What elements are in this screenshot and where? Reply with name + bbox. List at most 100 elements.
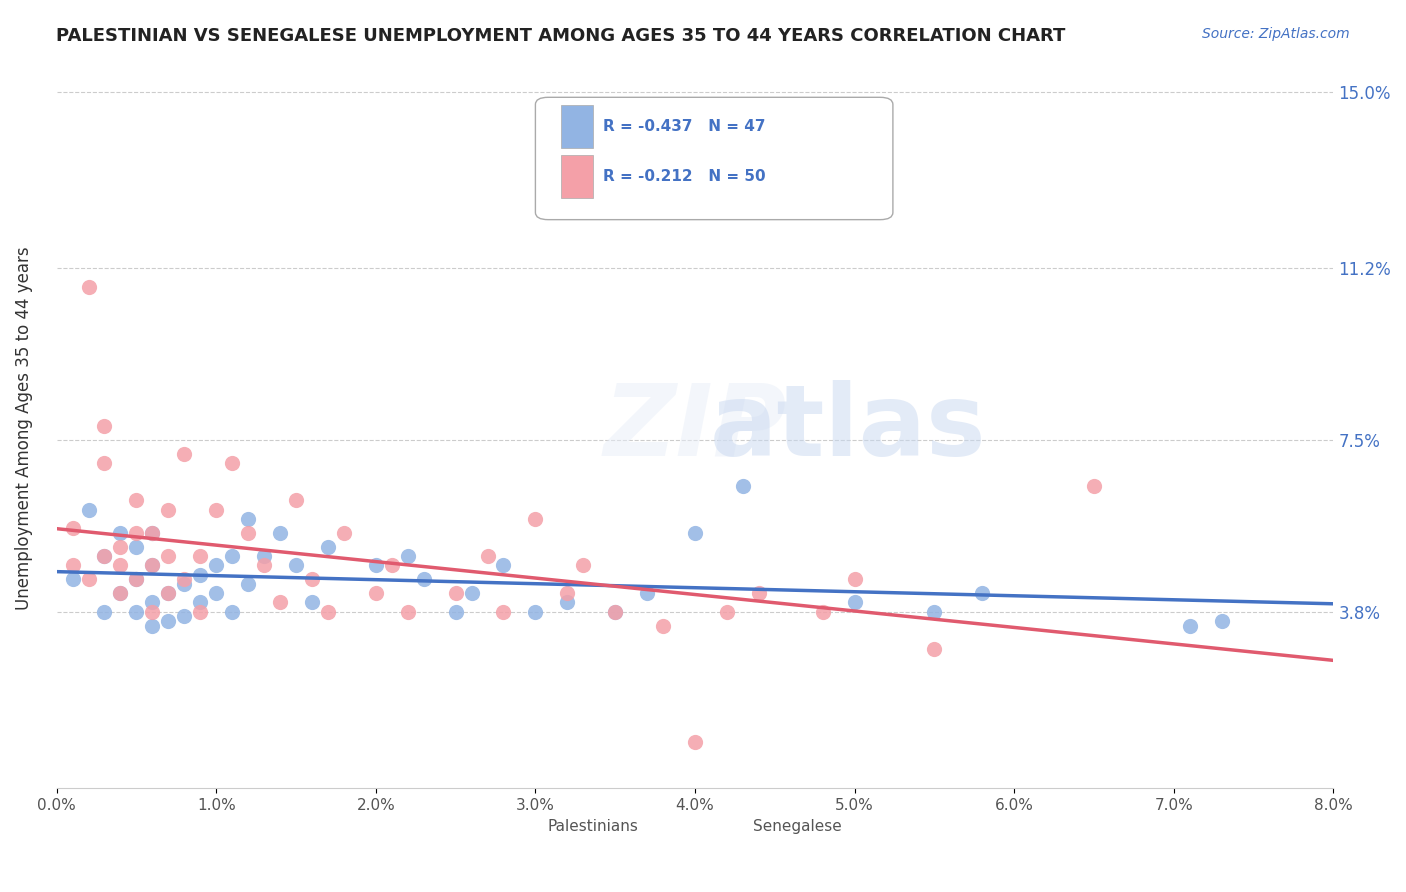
Point bbox=[333, 525, 356, 540]
Point bbox=[396, 605, 419, 619]
Point bbox=[93, 456, 115, 470]
Point bbox=[844, 595, 866, 609]
Point bbox=[301, 572, 323, 586]
Point bbox=[972, 586, 994, 600]
FancyBboxPatch shape bbox=[561, 155, 593, 198]
Point bbox=[524, 605, 547, 619]
FancyBboxPatch shape bbox=[727, 814, 759, 842]
Text: PALESTINIAN VS SENEGALESE UNEMPLOYMENT AMONG AGES 35 TO 44 YEARS CORRELATION CHA: PALESTINIAN VS SENEGALESE UNEMPLOYMENT A… bbox=[56, 27, 1066, 45]
Point bbox=[62, 572, 84, 586]
Point bbox=[125, 493, 148, 508]
Point bbox=[77, 502, 100, 516]
Text: atlas: atlas bbox=[710, 380, 987, 477]
Point bbox=[844, 572, 866, 586]
Point bbox=[110, 540, 132, 554]
Point bbox=[141, 558, 163, 573]
Point bbox=[93, 549, 115, 563]
Point bbox=[93, 605, 115, 619]
Point bbox=[125, 605, 148, 619]
Text: R = -0.437   N = 47: R = -0.437 N = 47 bbox=[603, 119, 766, 134]
Point bbox=[205, 502, 228, 516]
Point bbox=[301, 595, 323, 609]
Text: Palestinians: Palestinians bbox=[547, 820, 638, 834]
Point bbox=[492, 558, 515, 573]
Point bbox=[125, 572, 148, 586]
Point bbox=[557, 595, 579, 609]
FancyBboxPatch shape bbox=[561, 104, 593, 148]
Point bbox=[157, 549, 180, 563]
Point bbox=[188, 549, 211, 563]
Point bbox=[157, 502, 180, 516]
Point bbox=[381, 558, 404, 573]
Point bbox=[477, 549, 499, 563]
Point bbox=[605, 605, 627, 619]
FancyBboxPatch shape bbox=[536, 97, 893, 219]
Point bbox=[157, 614, 180, 628]
Point bbox=[364, 558, 387, 573]
Point bbox=[924, 605, 946, 619]
Point bbox=[205, 558, 228, 573]
Point bbox=[1178, 618, 1201, 632]
Point bbox=[125, 540, 148, 554]
Point bbox=[492, 605, 515, 619]
Point bbox=[316, 605, 339, 619]
Point bbox=[364, 586, 387, 600]
Point bbox=[236, 577, 259, 591]
Point bbox=[269, 525, 291, 540]
Point bbox=[748, 586, 770, 600]
Point bbox=[141, 525, 163, 540]
Point bbox=[173, 577, 195, 591]
Point bbox=[125, 572, 148, 586]
Point bbox=[221, 549, 243, 563]
Text: R = -0.212   N = 50: R = -0.212 N = 50 bbox=[603, 169, 766, 184]
Point bbox=[125, 525, 148, 540]
Point bbox=[811, 605, 834, 619]
Point bbox=[285, 493, 308, 508]
Point bbox=[731, 479, 754, 493]
Point bbox=[557, 586, 579, 600]
Point bbox=[157, 586, 180, 600]
Point bbox=[716, 605, 738, 619]
Point bbox=[924, 641, 946, 656]
Text: Senegalese: Senegalese bbox=[752, 820, 842, 834]
Point bbox=[62, 558, 84, 573]
Point bbox=[141, 558, 163, 573]
Point bbox=[93, 549, 115, 563]
Point bbox=[173, 572, 195, 586]
Y-axis label: Unemployment Among Ages 35 to 44 years: Unemployment Among Ages 35 to 44 years bbox=[15, 246, 32, 610]
Point bbox=[253, 558, 276, 573]
Point bbox=[236, 525, 259, 540]
Point bbox=[221, 456, 243, 470]
Point bbox=[110, 525, 132, 540]
Point bbox=[285, 558, 308, 573]
Point bbox=[110, 586, 132, 600]
Text: ZIP: ZIP bbox=[603, 380, 786, 477]
Point bbox=[524, 512, 547, 526]
Point bbox=[236, 512, 259, 526]
Point bbox=[205, 586, 228, 600]
Point bbox=[188, 567, 211, 582]
Point bbox=[110, 586, 132, 600]
Point bbox=[141, 525, 163, 540]
Point bbox=[141, 595, 163, 609]
Point bbox=[77, 279, 100, 293]
Point bbox=[460, 586, 482, 600]
Point bbox=[636, 586, 658, 600]
Point bbox=[396, 549, 419, 563]
Point bbox=[605, 605, 627, 619]
Point bbox=[253, 549, 276, 563]
Point bbox=[141, 618, 163, 632]
Point bbox=[221, 605, 243, 619]
Point bbox=[444, 586, 467, 600]
Point bbox=[62, 521, 84, 535]
Point bbox=[110, 558, 132, 573]
Point bbox=[444, 605, 467, 619]
Point bbox=[683, 735, 706, 749]
Point bbox=[652, 618, 675, 632]
Point bbox=[141, 605, 163, 619]
Point bbox=[269, 595, 291, 609]
Point bbox=[1211, 614, 1233, 628]
Point bbox=[173, 609, 195, 624]
Point bbox=[188, 605, 211, 619]
Point bbox=[173, 447, 195, 461]
